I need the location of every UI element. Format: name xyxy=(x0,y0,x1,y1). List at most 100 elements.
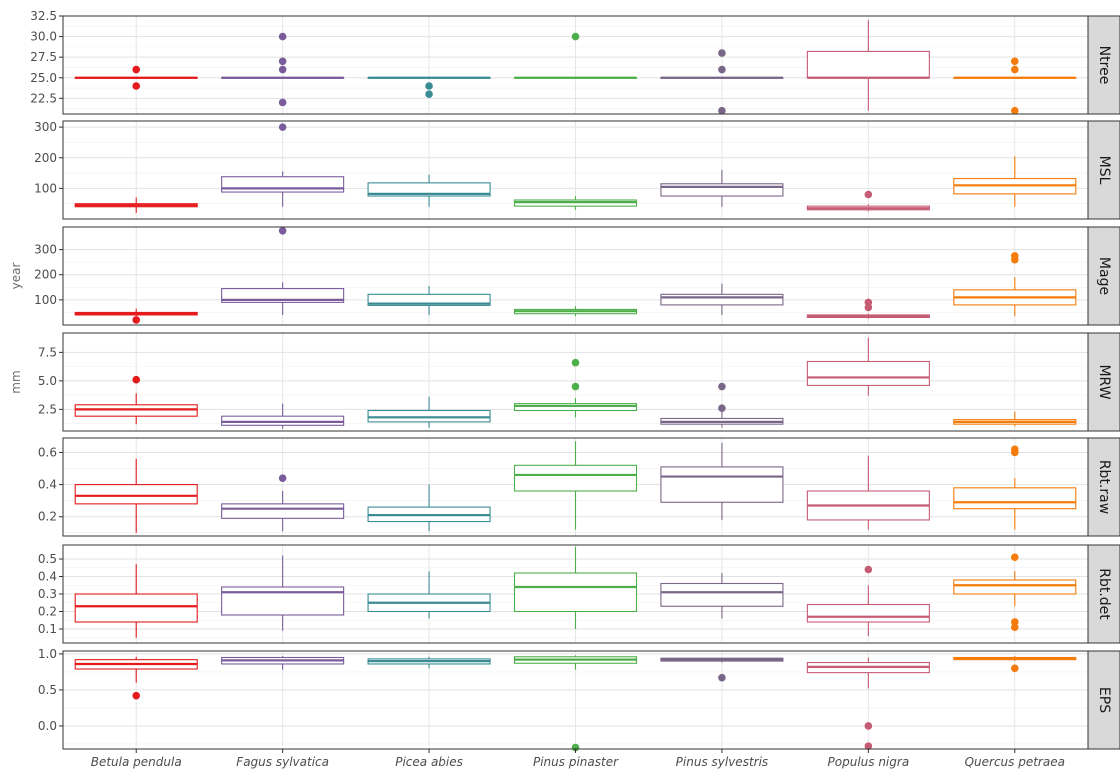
outlier-point xyxy=(718,404,726,413)
y-tick-label: 0.2 xyxy=(38,605,57,619)
outlier-point xyxy=(864,742,873,750)
y-tick-label: 30.0 xyxy=(30,30,57,44)
outlier-point xyxy=(1010,106,1019,115)
box-mage-fagus-sylvatica xyxy=(221,226,345,315)
box-rbt-raw-betula-pendula xyxy=(74,458,198,533)
box-mrw-pinus-pinaster xyxy=(513,358,638,418)
box-iqr xyxy=(660,466,784,503)
box-eps-picea-abies xyxy=(367,656,491,669)
box-eps-fagus-sylvatica xyxy=(221,656,345,670)
y-axis-title: mm xyxy=(9,370,23,393)
x-tick-label-fagus-sylvatica: Fagus sylvatica xyxy=(236,755,329,769)
x-tick-label-betula-pendula: Betula pendula xyxy=(91,755,182,769)
box-iqr xyxy=(74,593,198,623)
outlier-point xyxy=(1010,65,1019,74)
panel-eps: 0.0 0.5 1.0 EPS xyxy=(38,647,1120,752)
panel-mage: 100 200 300 Mage year xyxy=(9,226,1120,326)
y-tick-label: 300 xyxy=(34,243,57,257)
facet-label-eps: EPS xyxy=(1096,687,1112,713)
outlier-point xyxy=(278,57,287,66)
facet-strip xyxy=(1087,15,1120,115)
box-rbt-det-quercus-petraea xyxy=(953,553,1077,632)
outlier-point xyxy=(1010,623,1019,632)
box-iqr xyxy=(953,487,1077,510)
outlier-point xyxy=(864,303,873,312)
x-tick-label-pinus-pinaster: Pinus pinaster xyxy=(533,755,619,769)
box-mage-populus-nigra xyxy=(806,298,930,319)
box-rbt-raw-pinus-sylvestris xyxy=(660,442,784,520)
outlier-point xyxy=(1010,553,1019,562)
y-tick-label: 100 xyxy=(34,181,57,195)
box-iqr xyxy=(74,484,198,505)
outlier-point xyxy=(718,65,726,74)
outlier-point xyxy=(278,226,287,235)
outlier-point xyxy=(718,673,726,682)
box-rbt-det-betula-pendula xyxy=(74,564,198,638)
box-mrw-fagus-sylvatica xyxy=(221,403,345,429)
y-tick-label: 0.4 xyxy=(38,478,57,492)
y-tick-label: 0.5 xyxy=(38,552,57,566)
facet-strip xyxy=(1087,120,1120,220)
y-tick-label: 0.1 xyxy=(38,622,57,636)
box-rbt-det-fagus-sylvatica xyxy=(221,555,345,631)
outlier-point xyxy=(278,32,287,41)
box-rbt-raw-picea-abies xyxy=(367,484,491,532)
y-tick-label: 7.5 xyxy=(38,345,57,359)
box-msl-populus-nigra xyxy=(806,190,930,212)
outlier-point xyxy=(718,49,726,57)
facet-strip xyxy=(1087,332,1120,432)
outlier-point xyxy=(1010,57,1019,66)
outlier-point xyxy=(278,474,287,482)
box-msl-betula-pendula xyxy=(74,197,198,213)
box-iqr xyxy=(660,582,784,607)
facet-label-msl: MSL xyxy=(1096,156,1112,185)
y-tick-label: 0.4 xyxy=(38,570,57,584)
box-mage-pinus-pinaster xyxy=(513,306,638,317)
box-mrw-betula-pendula xyxy=(74,375,198,425)
y-tick-label: 200 xyxy=(34,151,57,165)
box-iqr xyxy=(806,603,930,623)
facet-strip xyxy=(1087,650,1120,750)
y-tick-label: 0.0 xyxy=(38,719,57,733)
box-mage-picea-abies xyxy=(367,286,491,315)
x-axis: Betula pendula Fagus sylvatica Picea abies… xyxy=(91,749,1065,769)
outlier-point xyxy=(278,123,287,131)
box-iqr xyxy=(221,415,345,426)
outlier-point xyxy=(132,65,141,74)
outlier-point xyxy=(864,565,873,574)
outlier-point xyxy=(278,98,287,107)
box-iqr xyxy=(221,503,345,519)
outlier-point xyxy=(278,65,287,74)
outlier-point xyxy=(864,190,873,199)
box-ntree-fagus-sylvatica xyxy=(221,32,345,107)
y-tick-label: 100 xyxy=(34,293,57,307)
y-tick-label: 2.5 xyxy=(38,402,57,416)
box-rbt-det-pinus-sylvestris xyxy=(660,573,784,619)
facet-strip xyxy=(1087,437,1120,537)
outlier-point xyxy=(132,375,141,384)
box-ntree-pinus-sylvestris xyxy=(660,49,784,115)
box-eps-betula-pendula xyxy=(74,656,198,700)
box-ntree-picea-abies xyxy=(367,76,491,99)
y-tick-label: 27.5 xyxy=(30,50,57,64)
y-tick-label: 0.2 xyxy=(38,510,57,524)
y-tick-label: 22.5 xyxy=(30,91,57,105)
outlier-point xyxy=(132,82,141,90)
facet-label-ntree: Ntree xyxy=(1096,46,1112,85)
box-iqr xyxy=(513,464,638,492)
box-iqr xyxy=(513,403,638,412)
outlier-point xyxy=(718,106,726,115)
box-msl-fagus-sylvatica xyxy=(221,123,345,207)
panel-mrw: 2.5 5.0 7.5 MRW mm xyxy=(9,332,1120,432)
y-tick-label: 5.0 xyxy=(38,374,57,388)
box-mage-betula-pendula xyxy=(74,308,198,324)
panel-rbt-raw: 0.2 0.4 0.6 Rbt.raw xyxy=(38,437,1120,537)
box-iqr xyxy=(806,50,930,79)
box-rbt-raw-quercus-petraea xyxy=(953,445,1077,530)
box-mrw-pinus-sylvestris xyxy=(660,382,784,428)
x-tick-label-pinus-sylvestris: Pinus sylvestris xyxy=(676,755,769,769)
box-iqr xyxy=(806,360,930,386)
panel-msl: 100 200 300 MSL xyxy=(34,120,1120,220)
box-ntree-quercus-petraea xyxy=(953,57,1077,115)
box-iqr xyxy=(367,409,491,423)
